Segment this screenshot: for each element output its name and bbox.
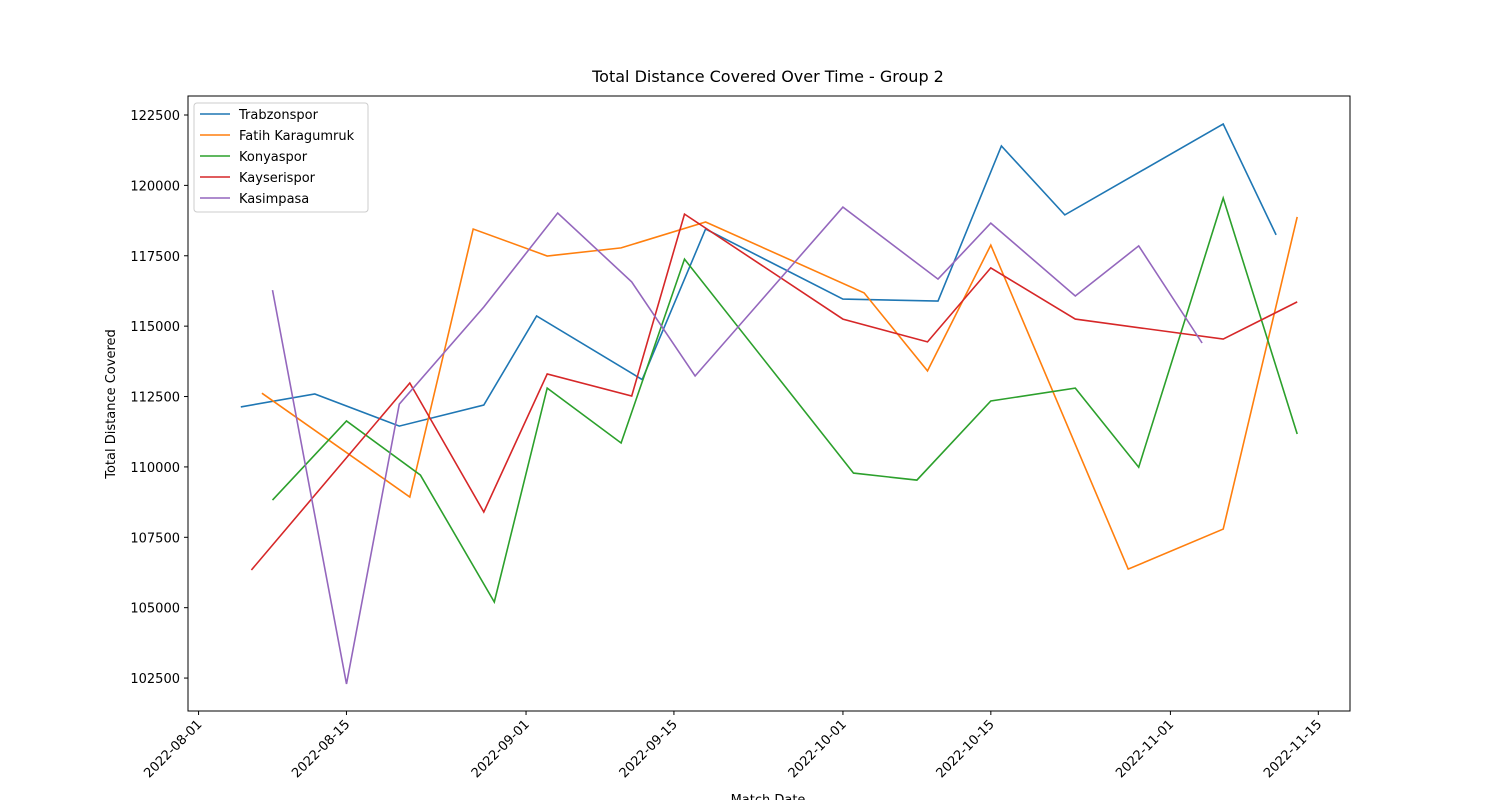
y-axis-label: Total Distance Covered [104,329,119,480]
y-tick-label: 120000 [130,179,180,194]
x-tick-label: 2022-10-01 [786,717,850,781]
y-tick-label: 115000 [130,320,180,335]
legend-box [193,102,369,213]
y-tick-label: 107500 [130,531,180,546]
x-tick-label: 2022-11-01 [1113,717,1177,781]
chart-title: Total Distance Covered Over Time - Group… [591,67,944,86]
x-tick-label: 2022-09-15 [617,717,681,781]
y-tick-label: 122500 [130,109,180,124]
data-line [250,212,1298,571]
x-tick-label: 2022-10-15 [934,717,998,781]
x-axis-label: Match Date [731,793,806,800]
y-tick-label: 110000 [130,461,180,476]
legend-label: Kasimpasa [239,192,309,207]
y-tick-label: 102500 [130,672,180,687]
data-line [271,206,1203,685]
data-line [261,216,1298,571]
y-tick-label: 105000 [130,602,180,617]
legend-label: Kayserispor [239,171,316,186]
plot-frame [187,95,1351,712]
y-tick-label: 117500 [130,250,180,265]
x-tick-label: 2022-11-15 [1261,717,1325,781]
y-tick-label: 112500 [130,391,180,406]
data-line [271,195,1298,605]
data-line [240,122,1277,427]
legend-label: Fatih Karagumruk [239,129,355,144]
x-tick-label: 2022-08-01 [141,717,205,781]
legend-label: Konyaspor [239,150,308,165]
x-tick-label: 2022-08-15 [289,717,353,781]
legend-label: Trabzonspor [238,108,319,123]
x-tick-label: 2022-09-01 [469,717,533,781]
